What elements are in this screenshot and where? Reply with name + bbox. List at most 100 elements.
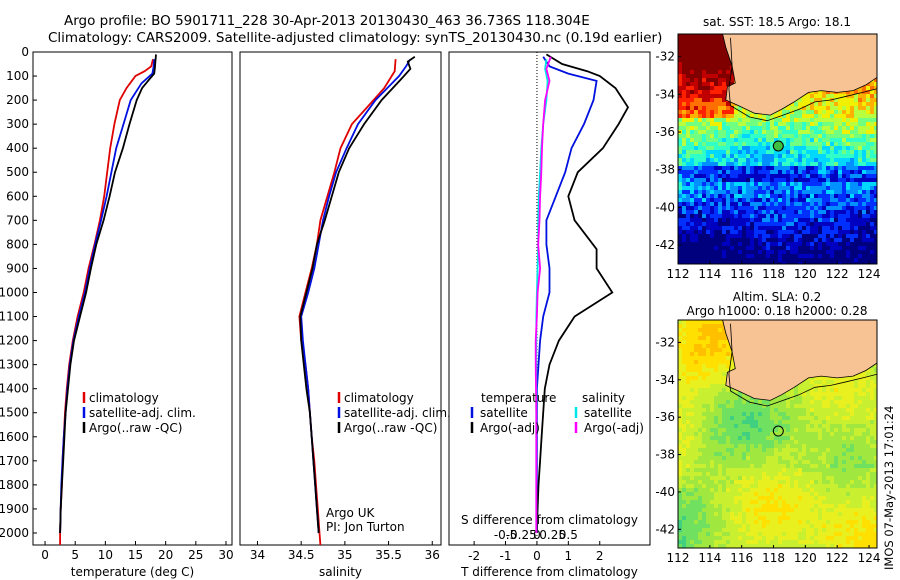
sla-profile-marker bbox=[772, 425, 784, 437]
sla-x-tick-label: 118 bbox=[762, 551, 785, 565]
depth-tick-label: 100 bbox=[6, 69, 29, 83]
sst-y-tick-label: -32 bbox=[655, 50, 675, 64]
sla-frame bbox=[677, 319, 878, 549]
diff-t-line-satellite bbox=[536, 56, 598, 533]
depth-tick-label: 1800 bbox=[0, 478, 29, 492]
sst-land bbox=[722, 34, 877, 116]
temp-line-argo bbox=[59, 54, 157, 534]
sst-x-tick-label: 118 bbox=[762, 267, 785, 281]
depth-tick-label: 1600 bbox=[0, 430, 29, 444]
diff-x-label: T difference from climatology bbox=[460, 565, 638, 579]
temp-line-climatology bbox=[59, 58, 154, 545]
depth-tick-label: 1900 bbox=[0, 502, 29, 516]
sla-x-tick-label: 120 bbox=[794, 551, 817, 565]
diff-x-tick-label: 1 bbox=[565, 549, 573, 563]
diff-s-tick-label: -0.5 bbox=[494, 528, 517, 542]
temperature-frame bbox=[32, 51, 233, 546]
sla-y-tick-label: -40 bbox=[655, 485, 675, 499]
sal-x-tick-label: 34.5 bbox=[288, 548, 315, 562]
sst-frame bbox=[677, 33, 878, 265]
sal-x-tick-label: 35 bbox=[337, 548, 352, 562]
diff-legend-temperature-title: temperature bbox=[481, 391, 556, 405]
sla-y-tick-label: -42 bbox=[655, 522, 675, 536]
sst-x-tick-label: 122 bbox=[826, 267, 849, 281]
sla-title-line-1: Altim. SLA: 0.2 bbox=[733, 290, 821, 304]
sla-map-panel: 112 114 116 118 120 122 124 -32 -34 -36 -38 -40 -42 A… bbox=[655, 290, 880, 565]
sst-profile-marker bbox=[772, 140, 784, 152]
temperature-panel: 0100200300400500600700800900100011001200… bbox=[0, 45, 234, 579]
diff-s-tick-label: -0.25 bbox=[506, 528, 537, 542]
sla-title-line-2: Argo h1000: 0.18 h2000: 0.28 bbox=[687, 304, 868, 318]
temp-legend-label: satellite-adj. clim. bbox=[89, 406, 196, 420]
sla-x-tick-label: 122 bbox=[826, 551, 849, 565]
diff-legend-label: Argo(-adj) bbox=[584, 421, 644, 435]
sst-x-tick-label: 124 bbox=[858, 267, 881, 281]
sla-isobath bbox=[728, 323, 877, 407]
diff-s-tick-label: 0.25 bbox=[539, 528, 566, 542]
depth-tick-label: 1300 bbox=[0, 358, 29, 372]
diff-x-tick-label: -2 bbox=[468, 549, 480, 563]
sla-y-tick-label: -38 bbox=[655, 448, 675, 462]
depth-tick-label: 0 bbox=[21, 45, 29, 59]
diff-x-tick-label: 2 bbox=[596, 549, 604, 563]
sla-land bbox=[722, 320, 877, 401]
sst-y-tick-label: -36 bbox=[655, 125, 675, 139]
sal-annotation-line-1: Argo UK bbox=[326, 506, 375, 520]
sal-x-tick-label: 36 bbox=[425, 548, 440, 562]
sst-x-tick-label: 116 bbox=[730, 267, 753, 281]
sst-x-tick-label: 112 bbox=[667, 267, 690, 281]
depth-tick-label: 700 bbox=[6, 213, 29, 227]
salinity-frame bbox=[239, 51, 442, 546]
sal-line-argo bbox=[299, 56, 416, 534]
sal-annotation-line-2: PI: Jon Turton bbox=[326, 520, 405, 534]
sla-x-tick-label: 124 bbox=[858, 551, 881, 565]
sal-legend-label: climatology bbox=[344, 391, 414, 405]
diff-legend-salinity-title: salinity bbox=[582, 391, 625, 405]
sst-title: sat. SST: 18.5 Argo: 18.1 bbox=[703, 15, 851, 29]
sal-legend-label: Argo(..raw -QC) bbox=[344, 421, 437, 435]
diff-t-line-argo bbox=[536, 53, 630, 534]
temp-x-tick-label: 10 bbox=[98, 548, 113, 562]
sst-y-tick-label: -38 bbox=[655, 163, 675, 177]
header-line-2: Climatology: CARS2009. Satellite-adjuste… bbox=[48, 30, 662, 46]
sal-line-satellite bbox=[300, 58, 412, 534]
sla-x-tick-label: 114 bbox=[698, 551, 721, 565]
sst-x-tick-label: 114 bbox=[698, 267, 721, 281]
temp-line-satellite bbox=[59, 59, 156, 534]
sal-legend-label: satellite-adj. clim. bbox=[344, 406, 451, 420]
side-timestamp-label: IMOS 07-May-2013 17:01:24 bbox=[882, 406, 896, 570]
depth-tick-label: 800 bbox=[6, 237, 29, 251]
sal-x-tick-label: 35.5 bbox=[375, 548, 402, 562]
temp-x-tick-label: 25 bbox=[188, 548, 203, 562]
sst-y-tick-label: -40 bbox=[655, 200, 675, 214]
diff-x-tick-label: 0 bbox=[533, 549, 541, 563]
depth-tick-label: 400 bbox=[6, 141, 29, 155]
depth-tick-label: 300 bbox=[6, 117, 29, 131]
diff-s-tick-label: 0.5 bbox=[559, 528, 578, 542]
temp-x-tick-label: 0 bbox=[41, 548, 49, 562]
depth-tick-label: 2000 bbox=[0, 526, 29, 540]
diff-legend-label: Argo(-adj) bbox=[480, 421, 540, 435]
temp-x-tick-label: 15 bbox=[128, 548, 143, 562]
temp-legend-label: Argo(..raw -QC) bbox=[89, 421, 182, 435]
sla-y-tick-label: -32 bbox=[655, 335, 675, 349]
diff-s-label: S difference from climatology bbox=[461, 513, 638, 527]
sst-map-panel: 112 114 116 118 120 122 124 -32 -34 -36 -38 -40 -42 s… bbox=[655, 15, 880, 281]
depth-tick-label: 500 bbox=[6, 165, 29, 179]
depth-tick-label: 1500 bbox=[0, 406, 29, 420]
sla-y-tick-label: -34 bbox=[655, 373, 675, 387]
depth-tick-label: 1700 bbox=[0, 454, 29, 468]
diff-legend-label: satellite bbox=[480, 406, 528, 420]
salinity-panel: 34 34.5 35 35.5 36 salinity climatologysatelli… bbox=[239, 51, 451, 579]
sla-x-tick-label: 112 bbox=[667, 551, 690, 565]
depth-tick-label: 1000 bbox=[0, 285, 29, 299]
sal-x-tick-label: 34 bbox=[250, 548, 265, 562]
temp-x-label: temperature (deg C) bbox=[71, 565, 194, 579]
diff-s-tick-label: 0 bbox=[533, 528, 541, 542]
sla-y-tick-label: -36 bbox=[655, 410, 675, 424]
depth-tick-label: 200 bbox=[6, 93, 29, 107]
diff-s-line-sal-argo bbox=[534, 56, 552, 533]
depth-tick-label: 1200 bbox=[0, 334, 29, 348]
